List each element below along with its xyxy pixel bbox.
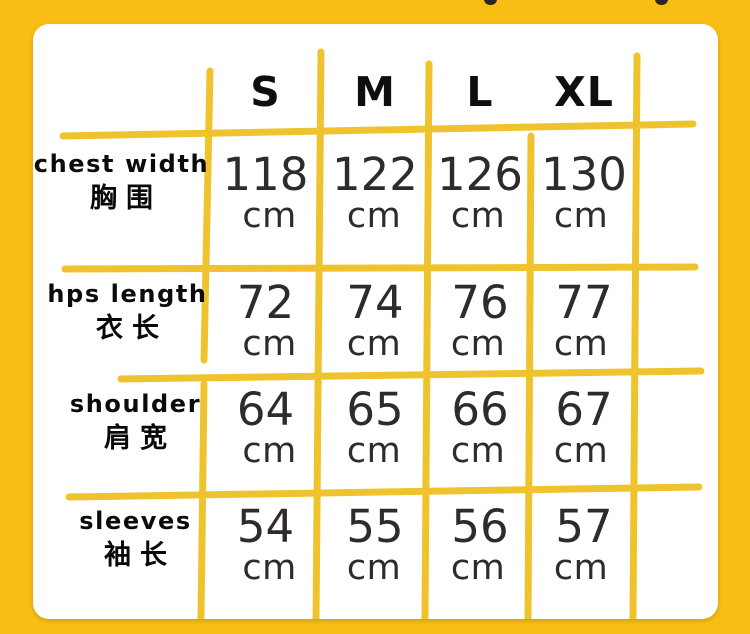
row-label-chest-width: chest width 胸围 [33,152,210,212]
cell-value: 72 [236,276,295,329]
cell-unit: cm [553,548,609,588]
cell-unit: cm [242,548,297,588]
cell-sleeves-s: 54 cm [210,504,321,586]
size-header-l: L [466,68,494,116]
row-label-zh: 袖长 [104,540,176,571]
cell-chest-width-m: 122 cm [321,152,429,234]
cell-unit: cm [346,548,402,588]
cell-unit: cm [346,324,402,364]
cell-value: 56 [451,500,509,553]
cell-value: 77 [555,276,613,329]
cell-shoulder-m: 65 cm [321,387,429,469]
cell-unit: cm [553,196,609,236]
cell-chest-width-s: 118 cm [210,152,321,234]
row-label-sleeves: sleeves 袖长 [47,509,224,569]
size-header-s: S [250,68,281,116]
cell-chest-width-l: 126 cm [429,152,531,234]
size-chart-card: S M L XL chest width 胸围 118 cm 122 cm 12… [33,24,718,619]
cell-unit: cm [450,324,506,364]
row-label-en: sleeves [79,507,192,535]
cell-hps-length-m: 74 cm [321,280,429,362]
cell-value: 118 [222,148,309,201]
cell-hps-length-xl: 77 cm [531,280,637,362]
cell-value: 64 [236,383,295,436]
cell-value: 130 [541,148,627,201]
cell-value: 76 [451,276,509,329]
clipped-text-mark [484,0,497,5]
cell-shoulder-s: 64 cm [210,387,321,469]
cell-unit: cm [553,431,609,471]
row-label-en: hps length [47,280,208,308]
cell-unit: cm [242,196,297,236]
cell-value: 126 [437,148,523,201]
cell-unit: cm [242,431,297,471]
cell-shoulder-xl: 67 cm [531,387,637,469]
cell-unit: cm [450,548,506,588]
cell-value: 67 [555,383,613,436]
row-label-en: chest width [33,150,210,178]
cell-value: 55 [346,500,404,553]
cell-sleeves-l: 56 cm [429,504,531,586]
cell-shoulder-l: 66 cm [429,387,531,469]
cell-unit: cm [346,196,402,236]
row-label-en: shoulder [69,390,202,418]
cell-value: 54 [236,500,295,553]
cell-hps-length-s: 72 cm [210,280,321,362]
clipped-text-mark [655,0,668,5]
size-header-xl: XL [554,68,614,116]
cell-value: 65 [346,383,404,436]
row-label-shoulder: shoulder 肩宽 [47,392,224,452]
cell-unit: cm [242,324,297,364]
cell-chest-width-xl: 130 cm [531,152,637,234]
size-header-m: M [354,68,396,116]
cell-value: 122 [332,148,418,201]
table-content: S M L XL chest width 胸围 118 cm 122 cm 12… [33,24,718,619]
cell-hps-length-l: 76 cm [429,280,531,362]
cell-value: 57 [555,500,613,553]
row-label-zh: 胸围 [90,183,162,214]
cell-unit: cm [346,431,402,471]
row-label-zh: 肩宽 [104,423,176,454]
row-label-hps-length: hps length 衣长 [39,282,216,342]
cell-unit: cm [450,431,506,471]
cell-value: 74 [346,276,404,329]
cell-sleeves-m: 55 cm [321,504,429,586]
cell-unit: cm [450,196,506,236]
cell-sleeves-xl: 57 cm [531,504,637,586]
row-label-zh: 衣长 [96,313,168,344]
cell-unit: cm [553,324,609,364]
cell-value: 66 [451,383,509,436]
